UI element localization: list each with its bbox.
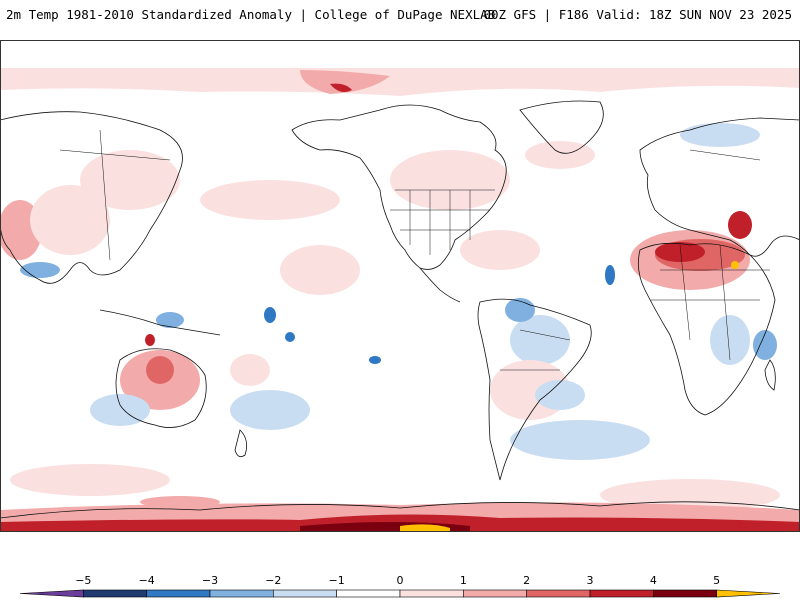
north-america-outline [291, 104, 507, 270]
colorbar-tick-labels: −5 −4 −3 −2 −1 0 1 2 3 4 5 [75, 574, 720, 587]
colorbar-segment [83, 589, 147, 598]
colorbar-tick-label: 0 [397, 574, 404, 587]
colorbar-segment [526, 589, 591, 598]
colorbar-segment [146, 589, 211, 598]
antarctica-outline [0, 501, 800, 519]
colorbar-tick-label: 5 [713, 574, 720, 587]
colorbar-scale [19, 589, 781, 598]
header: 2m Temp 1981-2010 Standardized Anomaly |… [0, 0, 800, 30]
colorbar-segment [463, 589, 527, 598]
anomaly-map [0, 40, 800, 532]
colorbar-segment [209, 589, 274, 598]
anomaly-patches [0, 123, 780, 511]
colorbar-segment [653, 589, 717, 598]
colorbar-tick-label: −2 [265, 574, 281, 587]
colorbar-segment [399, 589, 464, 598]
colorbar-tick-label: −5 [75, 574, 91, 587]
colorbar-segment [716, 589, 781, 598]
australia-outline [115, 348, 207, 428]
antarctic-anomaly-shading [0, 502, 800, 532]
continent-outlines [0, 100, 800, 519]
south-america-outline [477, 298, 592, 481]
madagascar-outline [764, 359, 776, 391]
colorbar-tick-label: −4 [139, 574, 155, 587]
colorbar-tick-label: 3 [587, 574, 594, 587]
africa-outline [637, 242, 776, 416]
colorbar-segment [589, 589, 654, 598]
central-america-outline [419, 267, 461, 303]
arctic-anomaly-shading [0, 68, 800, 96]
new-zealand-outline [234, 429, 248, 458]
colorbar-tick-label: 1 [460, 574, 467, 587]
model-run-info: 00Z GFS | F186 Valid: 18Z SUN NOV 23 202… [483, 7, 792, 22]
colorbar-segment [273, 589, 337, 598]
colorbar-tick-label: −1 [329, 574, 345, 587]
greenland-outline [519, 100, 604, 154]
colorbar-segment [19, 589, 84, 598]
colorbar-tick-label: 2 [523, 574, 530, 587]
colorbar-segment [336, 589, 401, 598]
colorbar: −5 −4 −3 −2 −1 0 1 2 3 4 5 [0, 568, 800, 600]
country-borders [59, 129, 770, 371]
map-title: 2m Temp 1981-2010 Standardized Anomaly |… [6, 7, 496, 22]
asia-west-outline [0, 111, 183, 284]
europe-asia-outline [639, 117, 800, 257]
us-state-borders [390, 189, 495, 255]
colorbar-tick-label: −3 [202, 574, 218, 587]
indonesia-outline [99, 309, 221, 336]
colorbar-tick-label: 4 [650, 574, 657, 587]
